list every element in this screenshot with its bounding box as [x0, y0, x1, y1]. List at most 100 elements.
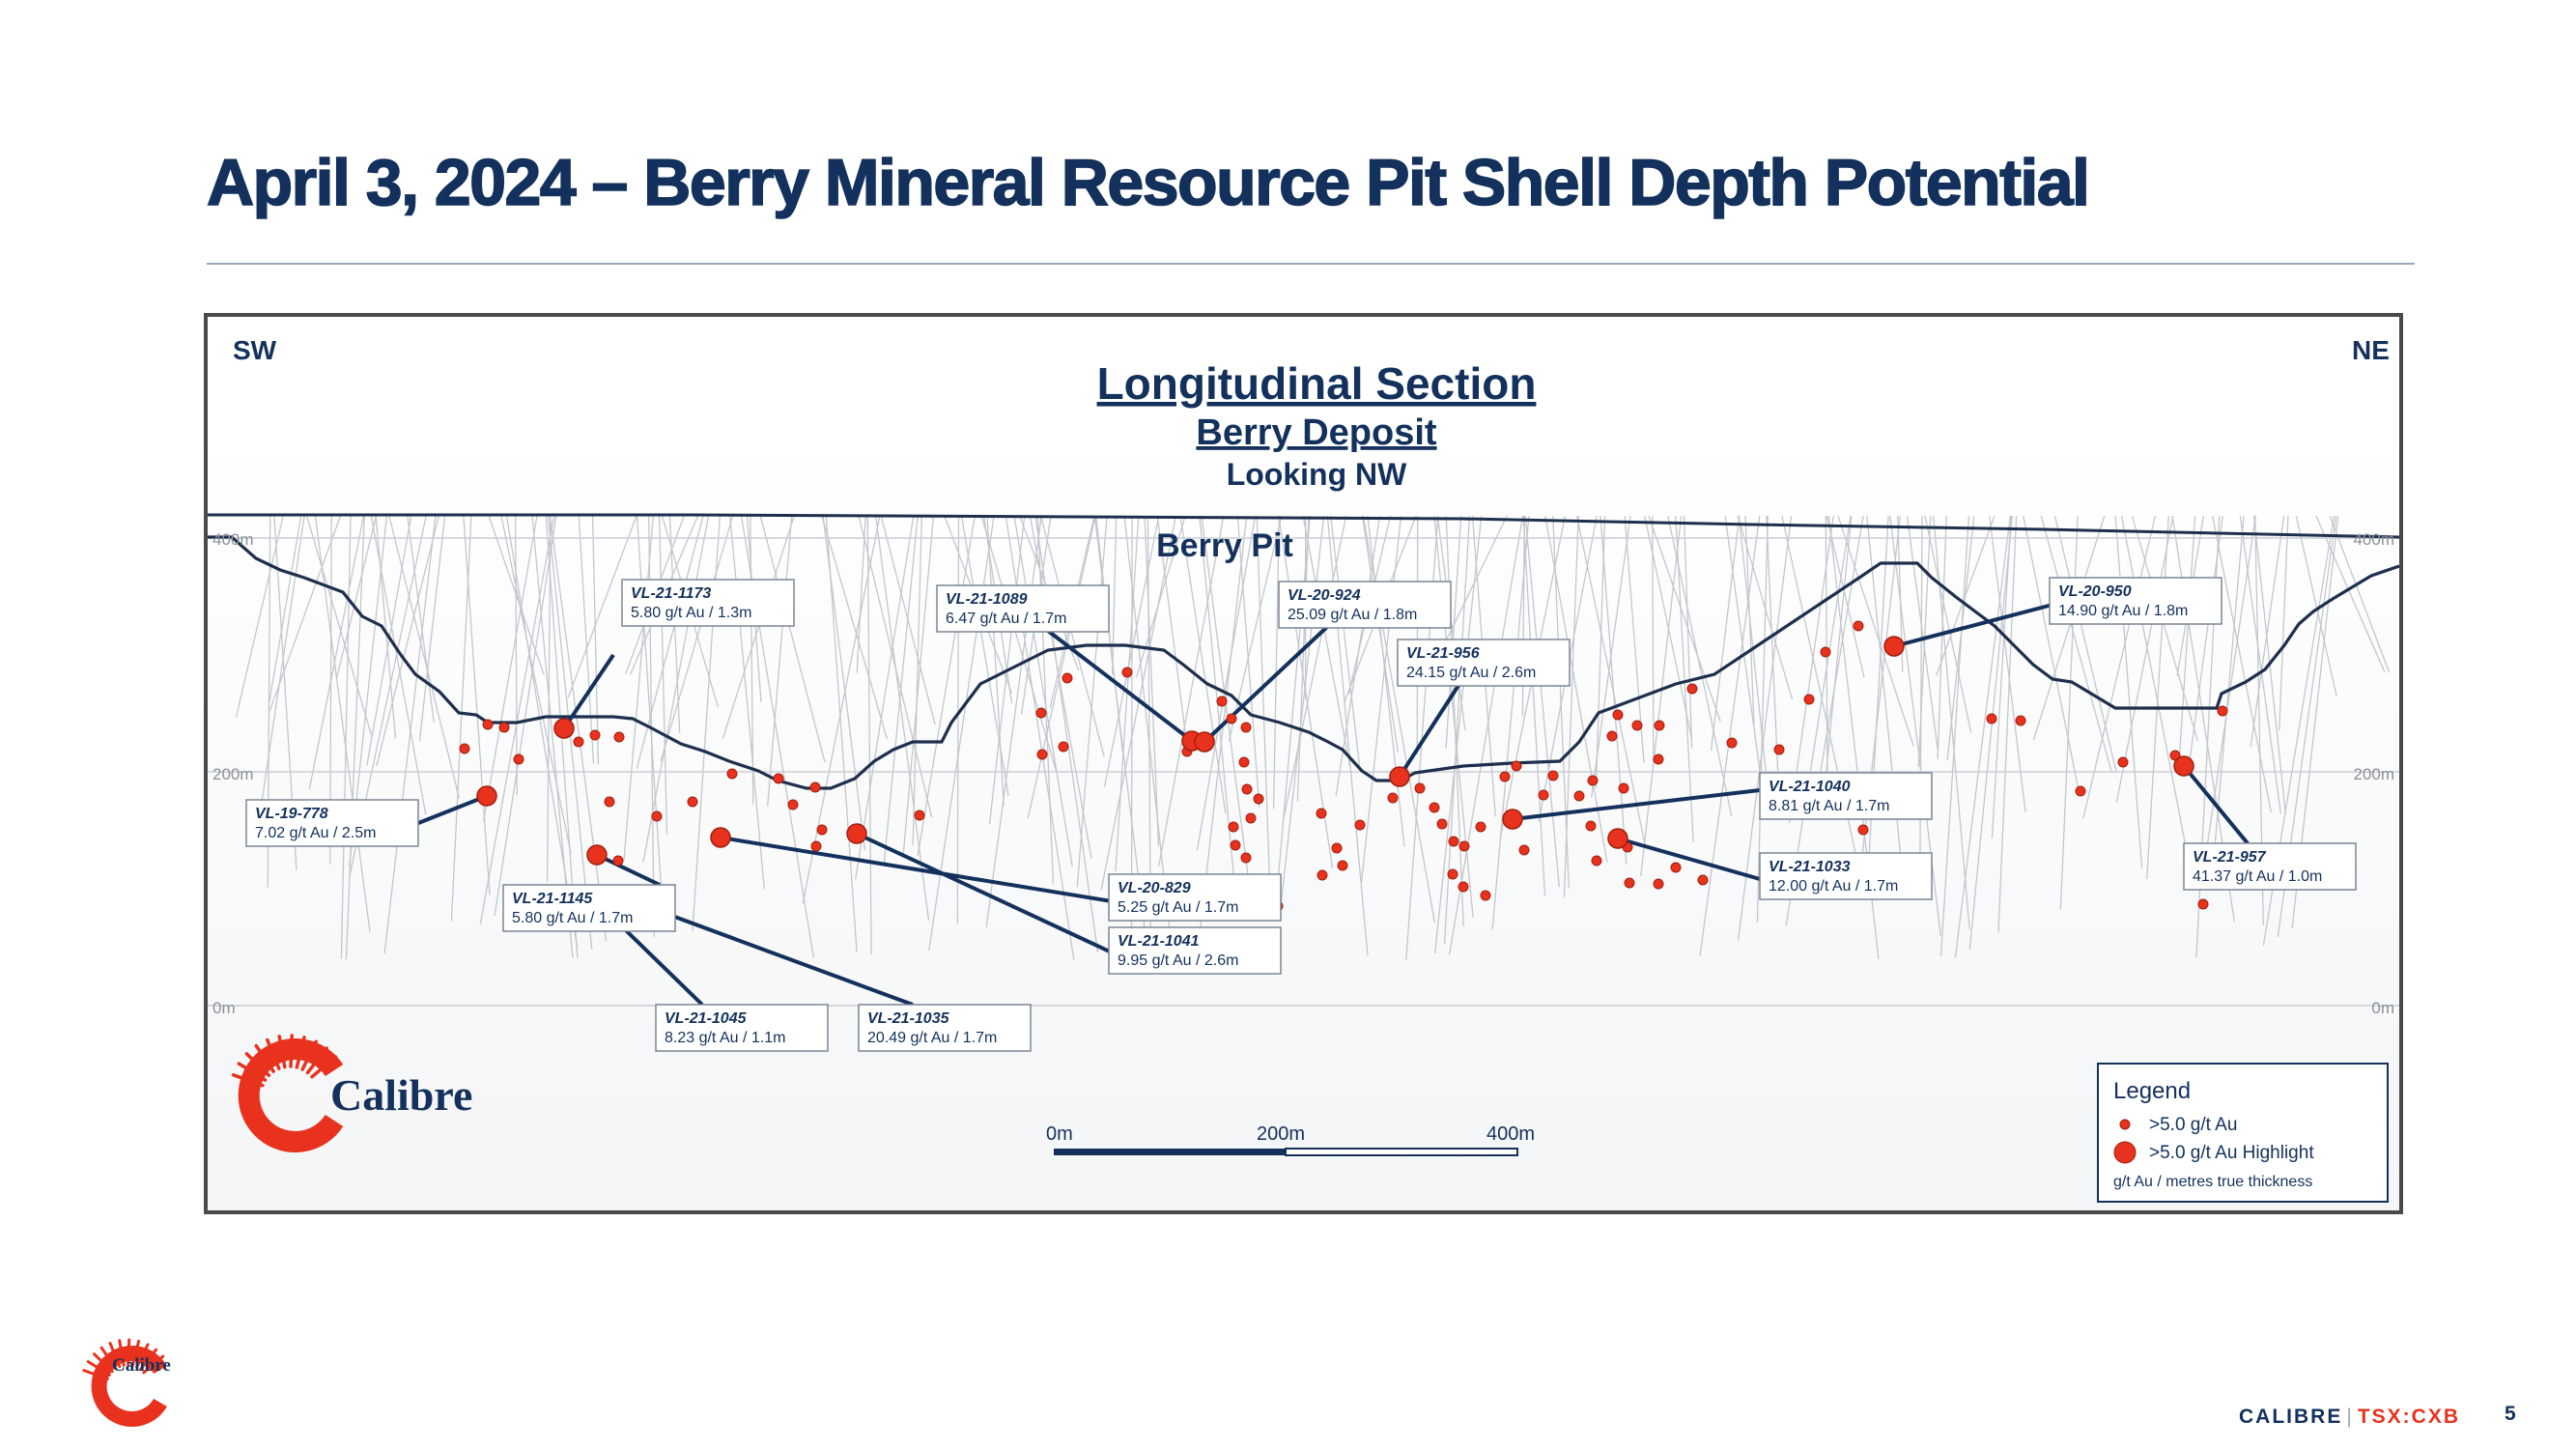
- drillhole-trace: [2250, 515, 2285, 748]
- drillhole-trace: [305, 515, 373, 736]
- callout-box: [245, 799, 419, 847]
- pit-label: Berry Pit: [1156, 527, 1293, 564]
- callout-hole-id: VL-21-1033: [1769, 859, 1851, 875]
- drillhole-trace: [1100, 515, 1177, 891]
- intercept-dot: [1475, 821, 1486, 833]
- drillhole-trace: [1367, 515, 1405, 847]
- intercept-dot: [1518, 844, 1530, 856]
- callout-vl-21-1173: VL-21-1173 5.80 g/t Au / 1.3m: [621, 579, 795, 627]
- intercept-dot: [482, 719, 494, 730]
- drillhole-trace: [482, 515, 538, 822]
- drillhole-trace: [623, 515, 654, 861]
- intercept-dot: [1538, 789, 1549, 801]
- drillhole-trace: [802, 515, 881, 904]
- callout-leader: [2182, 764, 2250, 845]
- drillhole-trace: [1282, 515, 1347, 821]
- callout-box: [1108, 926, 1282, 975]
- drillhole-trace: [567, 515, 637, 698]
- drillhole-trace: [418, 515, 446, 742]
- drillhole-trace: [1256, 515, 1271, 902]
- intercept-highlight-dot: [1389, 766, 1410, 787]
- drillhole-trace: [505, 515, 579, 949]
- drillhole-trace: [866, 515, 872, 954]
- elevation-200-left: 200m: [212, 765, 254, 783]
- callout-grade: 8.23 g/t Au / 1.1m: [665, 1030, 785, 1046]
- intercept-dot: [1337, 860, 1348, 871]
- drillhole-trace: [1595, 515, 1606, 788]
- drillhole-trace: [1433, 515, 1483, 954]
- drillhole-trace: [729, 515, 765, 890]
- intercept-dot: [1820, 646, 1831, 658]
- drillhole-trace: [308, 515, 365, 789]
- drillhole-trace: [463, 515, 491, 895]
- callout-box: [936, 584, 1110, 633]
- drillhole-trace: [2213, 515, 2245, 857]
- intercept-dot: [687, 796, 698, 808]
- intercept-dot: [1387, 792, 1399, 804]
- drillhole-trace: [855, 515, 915, 880]
- callout-grade: 5.80 g/t Au / 1.3m: [631, 605, 751, 621]
- callout-hole-id: VL-20-950: [2058, 583, 2132, 600]
- section-subtitle: Berry Deposit: [1196, 412, 1437, 453]
- callout-hole-id: VL-21-1089: [946, 591, 1028, 608]
- callout-leader: [1512, 788, 1761, 821]
- drillhole-trace: [376, 515, 439, 767]
- drillhole-trace: [2040, 515, 2112, 772]
- drillhole-trace: [269, 515, 302, 701]
- callout-grade: 41.37 g/t Au / 1.0m: [2193, 868, 2322, 885]
- intercept-dot: [816, 824, 828, 836]
- callout-leader: [1203, 624, 1330, 744]
- drillhole-trace: [2315, 515, 2386, 672]
- callout-hole-id: VL-19-778: [255, 806, 328, 822]
- drillhole-trace: [1179, 515, 1227, 814]
- callout-grade: 7.02 g/t Au / 2.5m: [255, 825, 376, 841]
- intercept-dot: [1631, 720, 1643, 731]
- intercept-dot: [1612, 709, 1624, 721]
- drillhole-trace: [1198, 515, 1248, 945]
- drillhole-trace: [1968, 515, 2014, 950]
- callout-hole-id: VL-21-957: [2193, 849, 2267, 866]
- callout-box: [2183, 842, 2357, 891]
- callout-leader: [1046, 629, 1194, 743]
- sw-direction-label: SW: [233, 335, 277, 365]
- intercept-dot: [1331, 842, 1343, 854]
- callout-vl-20-950: VL-20-950 14.90 g/t Au / 1.8m: [2049, 577, 2222, 625]
- drillhole-trace: [2239, 515, 2282, 814]
- callout-grade: 25.09 g/t Au / 1.8m: [1288, 607, 1417, 623]
- drillhole-trace: [2212, 515, 2273, 813]
- intercept-dot: [513, 753, 524, 765]
- intercept-dot: [1228, 821, 1239, 833]
- callout-leader: [1398, 682, 1461, 779]
- drillhole-trace: [1837, 515, 1914, 747]
- drillhole-trace: [2115, 515, 2174, 803]
- section-view-label: Looking NW: [1227, 457, 1407, 492]
- drillhole-trace: [1675, 515, 1694, 842]
- drillhole-trace: [1135, 515, 1186, 678]
- callout-vl-20-829: VL-20-829 5.25 g/t Au / 1.7m: [1108, 873, 1282, 922]
- drillhole-trace: [1199, 515, 1238, 908]
- drillhole-trace: [1552, 515, 1570, 889]
- intercept-dot: [1654, 720, 1665, 731]
- scale-label-400: 400m: [1486, 1123, 1535, 1145]
- intercept-dot: [2015, 715, 2026, 726]
- callout-hole-id: VL-21-1045: [665, 1010, 748, 1027]
- drillhole-trace: [1738, 515, 1771, 810]
- intercept-dot: [810, 840, 822, 852]
- drillhole-trace: [1076, 515, 1108, 888]
- drillhole-trace: [960, 515, 1009, 797]
- callout-vl-21-1035: VL-21-1035 20.49 g/t Au / 1.7m: [858, 1004, 1032, 1052]
- drillhole-trace: [500, 515, 572, 855]
- drillhole-trace: [531, 515, 574, 958]
- callout-hole-id: VL-21-1145: [512, 891, 593, 907]
- intercept-dot: [604, 796, 615, 808]
- drillhole-trace: [1724, 515, 1767, 810]
- drillhole-trace: [388, 515, 461, 799]
- drillhole-trace: [1575, 515, 1647, 847]
- drillhole-trace: [1997, 515, 2018, 933]
- intercept-dot: [459, 743, 470, 754]
- intercept-dot: [1480, 890, 1491, 901]
- intercept-highlight-dot: [553, 718, 575, 739]
- intercept-dot: [1773, 744, 1785, 755]
- intercept-dot: [2117, 756, 2129, 768]
- footer-brand: CALIBRE | TSX:CXB: [2239, 1406, 2460, 1429]
